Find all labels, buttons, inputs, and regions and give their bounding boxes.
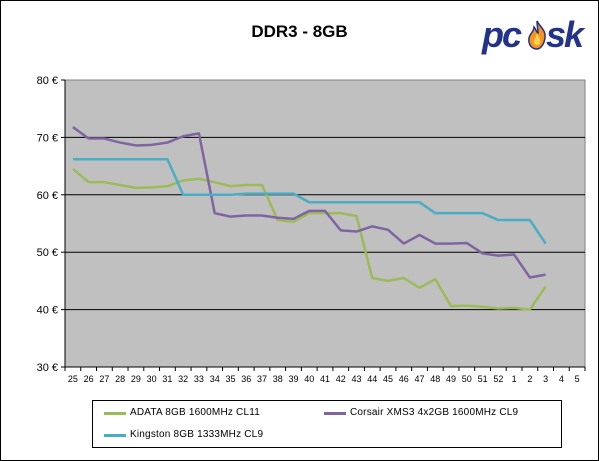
y-axis: 30 € 40 € 50 € 60 € 70 € 80 € [37, 75, 66, 374]
legend-swatch-adata [104, 412, 126, 415]
y-tick-label: 50 € [37, 247, 58, 259]
series-line-1 [72, 126, 546, 279]
x-tick-label: 50 [462, 374, 472, 384]
x-tick-label: 49 [446, 374, 456, 384]
legend-swatch-corsair [324, 412, 346, 415]
y-tick-label: 60 € [37, 190, 58, 202]
x-tick-label: 36 [241, 374, 251, 384]
series-line-2 [72, 157, 547, 245]
x-tick-label: 44 [367, 374, 377, 384]
x-tick-label: 40 [304, 374, 314, 384]
x-tick-label: 5 [575, 374, 580, 384]
x-tick-label: 51 [478, 374, 488, 384]
x-tick-label: 48 [430, 374, 440, 384]
legend: ADATA 8GB 1600MHz CL11 Corsair XMS3 4x2G… [92, 400, 562, 448]
series-line-0 [72, 168, 547, 311]
pcsk-logo: pc sk [482, 14, 590, 62]
x-axis: 25 26 27 28 29 30 31 32 33 34 35 36 37 38 39 40 41 42 43 44… [64, 366, 586, 384]
x-tick-label: 4 [559, 374, 564, 384]
x-tick-label: 28 [115, 374, 125, 384]
series-lines [72, 126, 547, 311]
x-tick-label: 46 [399, 374, 409, 384]
logo-suffix: sk [546, 14, 584, 55]
x-tick-label: 33 [194, 374, 204, 384]
x-tick-label: 25 [68, 374, 78, 384]
legend-label-corsair: Corsair XMS3 4x2GB 1600MHz CL9 [350, 407, 519, 418]
x-tick-label: 39 [288, 374, 298, 384]
x-tick-label: 42 [336, 374, 346, 384]
legend-swatch-kingston [104, 434, 126, 437]
x-tick-label: 34 [210, 374, 220, 384]
x-tick-label: 47 [415, 374, 425, 384]
x-tick-label: 30 [147, 374, 157, 384]
legend-label-adata: ADATA 8GB 1600MHz CL11 [130, 407, 261, 418]
y-tick-label: 80 € [37, 75, 58, 87]
x-tick-label: 26 [84, 374, 94, 384]
logo-prefix: pc [482, 14, 522, 55]
x-tick-label: 3 [543, 374, 548, 384]
x-tick-label: 38 [273, 374, 283, 384]
y-tick-label: 70 € [37, 132, 58, 144]
x-tick-label: 52 [493, 374, 503, 384]
legend-label-kingston: Kingston 8GB 1333MHz CL9 [130, 429, 264, 440]
x-tick-label: 2 [527, 374, 532, 384]
y-tick-label: 40 € [37, 305, 58, 317]
y-tick-label: 30 € [37, 362, 58, 374]
x-tick-label: 29 [131, 374, 141, 384]
chart-title: DDR3 - 8GB [251, 22, 348, 41]
x-tick-label: 37 [257, 374, 267, 384]
plot-area [64, 79, 586, 368]
x-tick-label: 45 [383, 374, 393, 384]
x-tick-label: 41 [320, 374, 330, 384]
flame-icon [528, 20, 546, 50]
x-tick-label: 1 [512, 374, 517, 384]
x-tick-label: 35 [225, 374, 235, 384]
x-tick-label: 27 [99, 374, 109, 384]
x-tick-label: 32 [178, 374, 188, 384]
x-tick-label: 31 [162, 374, 172, 384]
x-tick-label: 43 [352, 374, 362, 384]
